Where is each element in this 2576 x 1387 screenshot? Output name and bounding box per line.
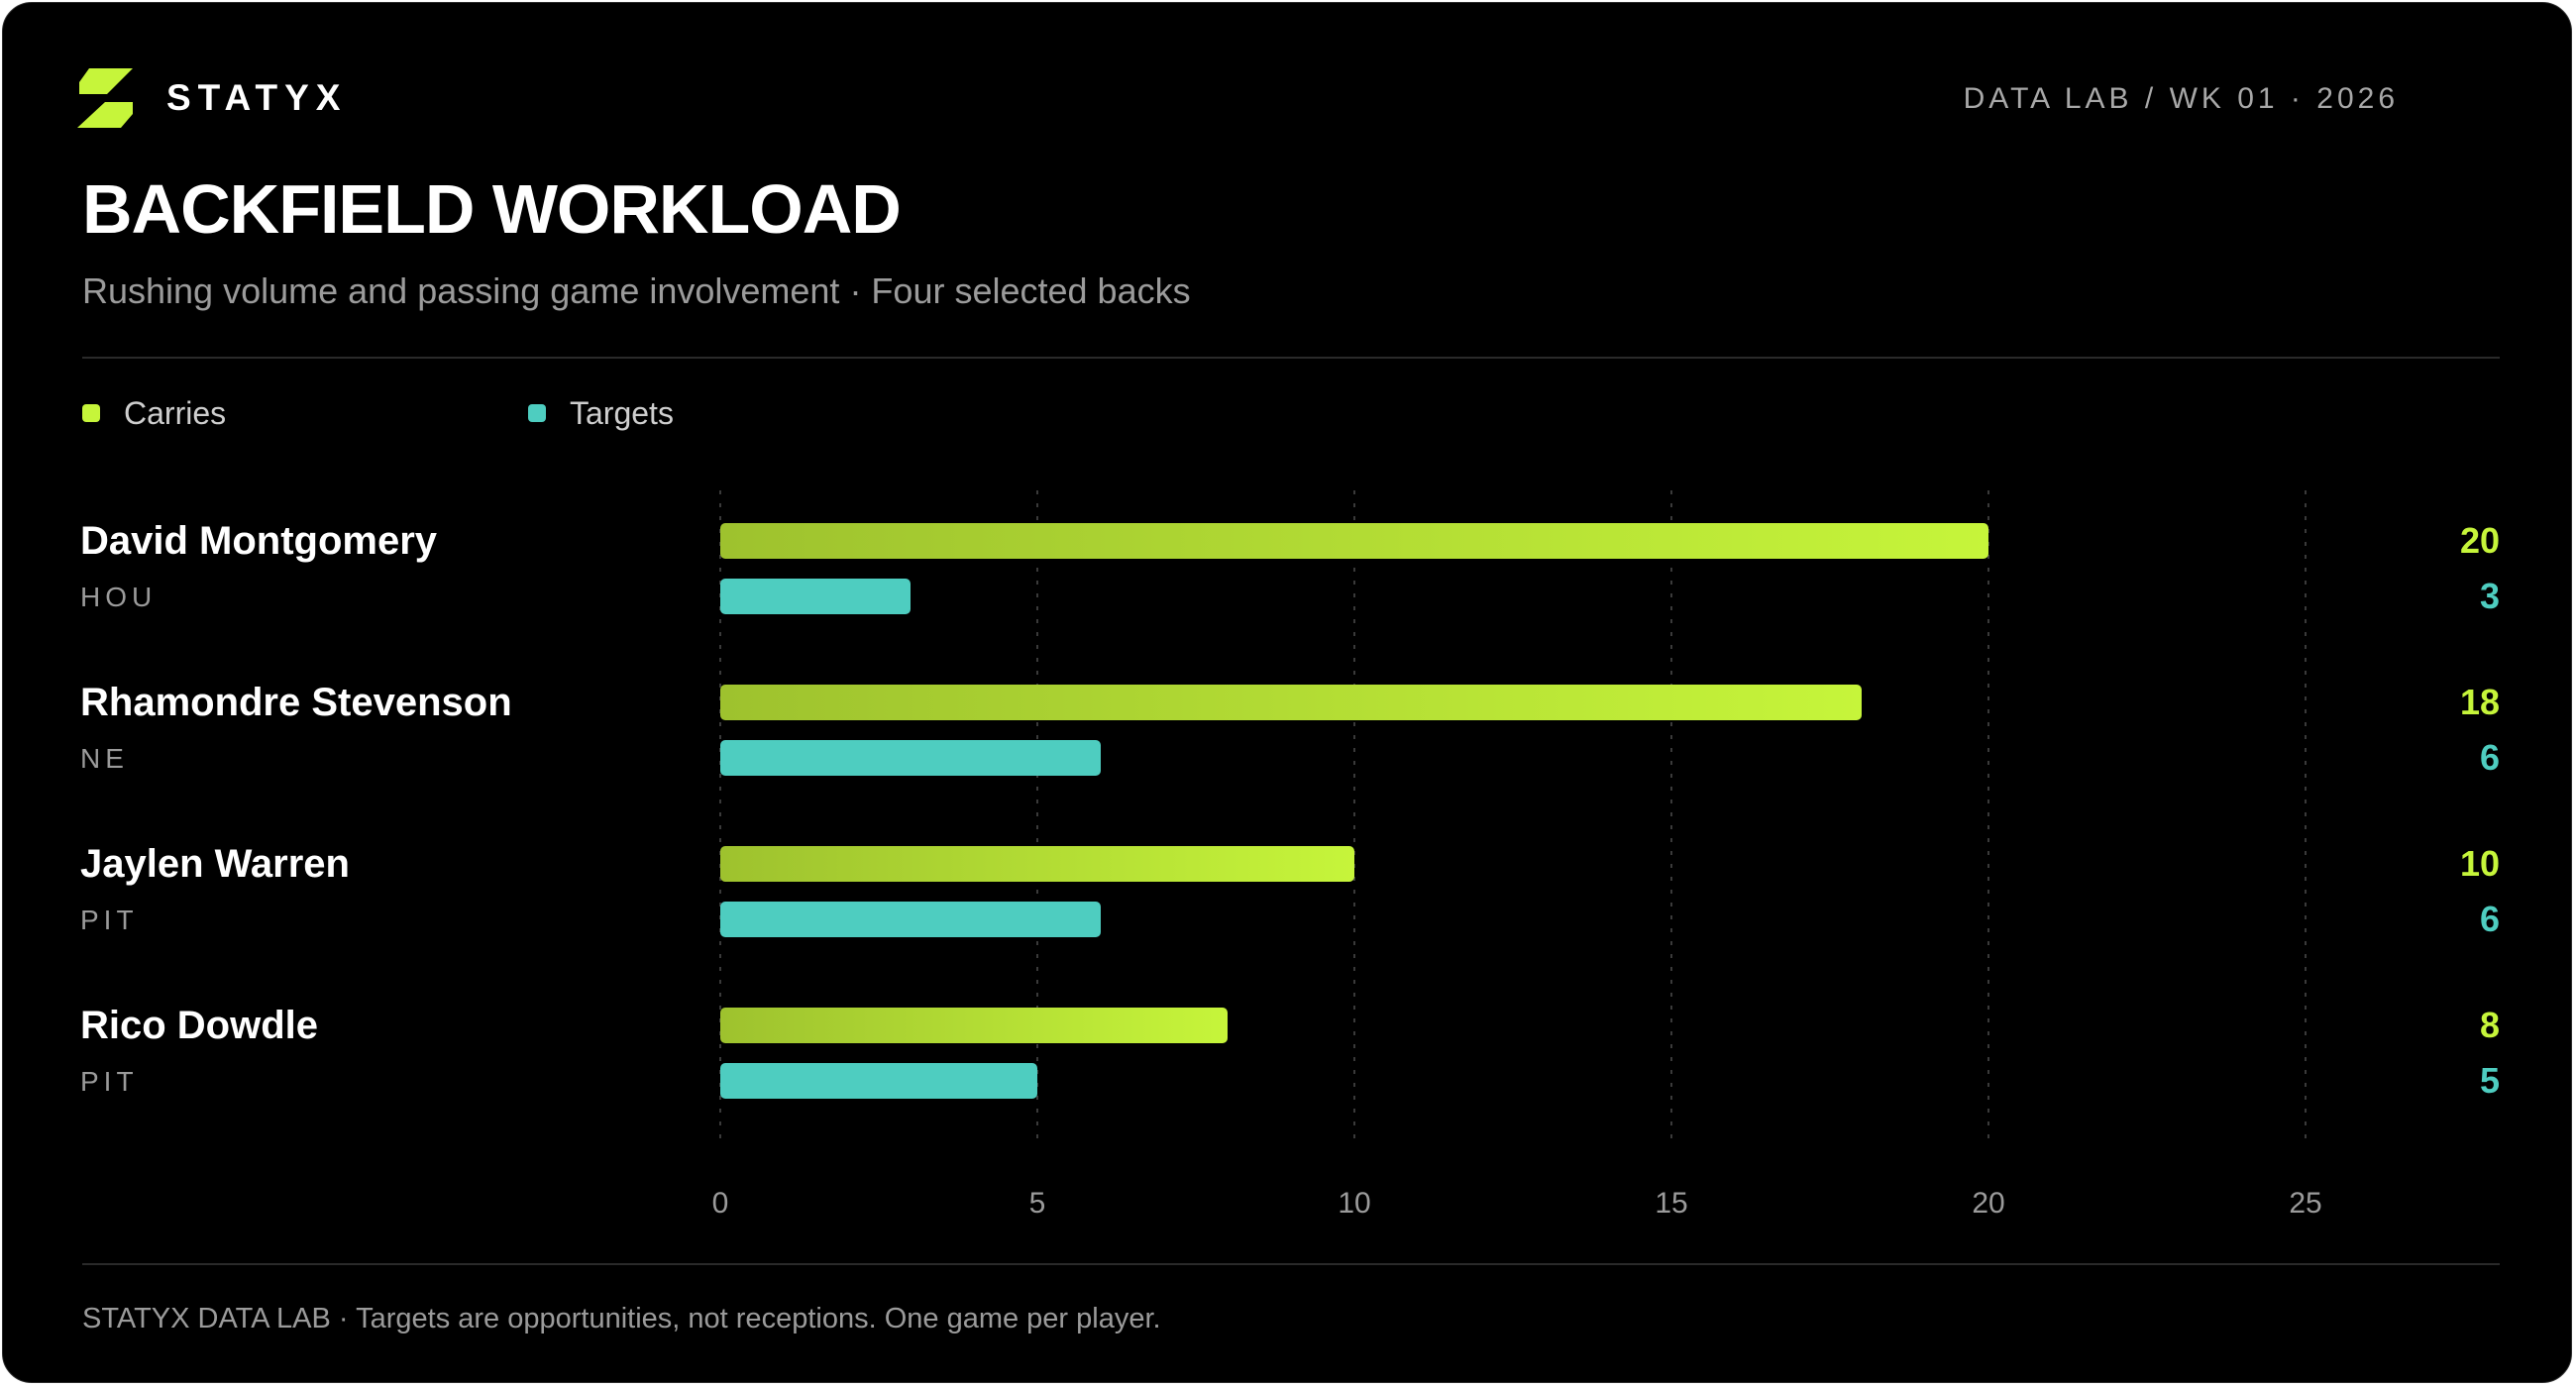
carries-bar [720, 1008, 1228, 1043]
header-divider [82, 357, 2500, 359]
x-tick-label: 20 [1972, 1187, 2004, 1220]
legend-swatch-carries [82, 404, 100, 422]
carries-value-label: 20 [2460, 520, 2500, 561]
carries-bar [720, 685, 1862, 720]
targets-bar [720, 740, 1101, 776]
player-name: Jaylen Warren [80, 842, 350, 886]
slash-bolt-icon [77, 68, 133, 128]
page-title: BACKFIELD WORKLOAD [82, 170, 902, 248]
brand: STATYX [75, 68, 347, 128]
carries-value-label: 10 [2460, 843, 2500, 884]
targets-value-label: 6 [2480, 899, 2500, 939]
page-subtitle: Rushing volume and passing game involvem… [82, 270, 1191, 311]
footer-divider [82, 1263, 2500, 1265]
x-tick-label: 25 [2289, 1187, 2321, 1220]
targets-bar [720, 579, 911, 614]
x-tick-label: 0 [712, 1187, 729, 1220]
legend-swatch-targets [528, 404, 546, 422]
targets-bar [720, 1063, 1037, 1099]
x-tick-label: 10 [1338, 1187, 1370, 1220]
player-name: Rhamondre Stevenson [80, 681, 512, 724]
player-team: PIT [80, 905, 139, 935]
legend-label-targets: Targets [570, 394, 674, 431]
targets-value-label: 3 [2480, 576, 2500, 616]
carries-bar [720, 846, 1354, 882]
x-tick-label: 15 [1655, 1187, 1687, 1220]
legend-item-carries: Carries [82, 393, 226, 433]
player-name: Rico Dowdle [80, 1004, 318, 1047]
bar-chart: 0 5 10 15 20 25 David Montgomery HOU 20 3 Rhamondr… [80, 490, 2500, 1220]
edition-meta: DATA LAB / WK 01 · 2026 [1963, 82, 2399, 115]
carries-bar [720, 523, 1988, 559]
brand-name: STATYX [166, 77, 348, 118]
player-name: David Montgomery [80, 519, 438, 563]
player-team: PIT [80, 1066, 139, 1097]
legend-label-carries: Carries [124, 394, 227, 431]
targets-value-label: 5 [2480, 1060, 2500, 1101]
legend-item-targets: Targets [528, 393, 674, 433]
carries-value-label: 18 [2460, 682, 2500, 722]
carries-value-label: 8 [2480, 1005, 2500, 1045]
footer-note: STATYX DATA LAB · Targets are opportunit… [82, 1303, 1161, 1334]
targets-bar [720, 902, 1101, 937]
player-team: HOU [80, 582, 157, 612]
targets-value-label: 6 [2480, 737, 2500, 778]
player-team: NE [80, 743, 129, 774]
x-tick-label: 5 [1029, 1187, 1046, 1220]
